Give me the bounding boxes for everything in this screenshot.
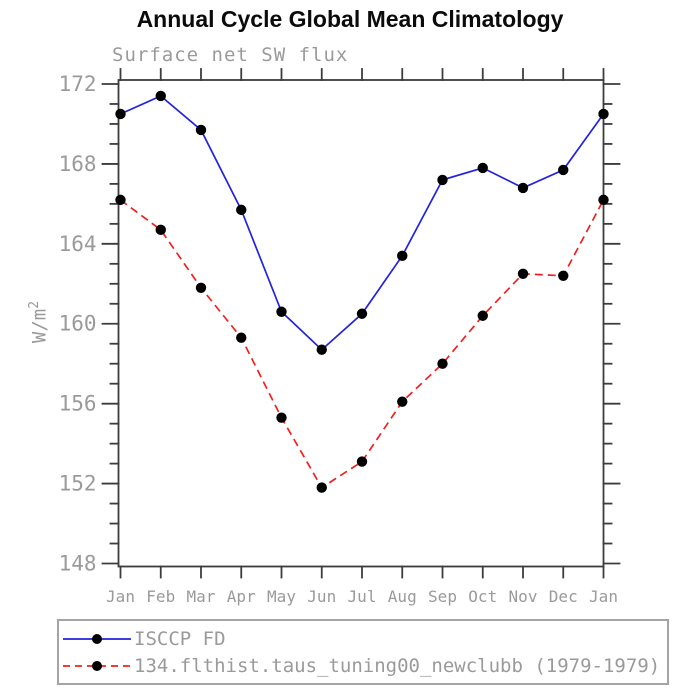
svg-text:172: 172 [59, 72, 97, 96]
svg-text:Feb: Feb [146, 587, 175, 606]
svg-text:Dec: Dec [549, 587, 578, 606]
svg-text:Jan: Jan [589, 587, 618, 606]
svg-text:Apr: Apr [227, 587, 256, 606]
y-tick-labels: 148 152 156 160 164 168 172 [59, 72, 97, 576]
legend-item-model-run: 134.flthist.taus_tuning00_newclubb (1979… [62, 653, 660, 679]
series-1 [115, 194, 609, 493]
svg-text:Jan: Jan [106, 587, 135, 606]
legend-item-isccp-fd: ISCCP FD [62, 626, 226, 652]
svg-text:Nov: Nov [509, 587, 538, 606]
legend-label: ISCCP FD [134, 628, 226, 650]
chart-subtitle: Surface net SW flux [112, 44, 349, 66]
legend-label: 134.flthist.taus_tuning00_newclubb (1979… [134, 655, 661, 677]
svg-text:168: 168 [59, 152, 97, 176]
svg-text:Oct: Oct [468, 587, 497, 606]
svg-text:156: 156 [59, 392, 97, 416]
axes [101, 68, 621, 579]
svg-text:164: 164 [59, 232, 97, 256]
svg-text:Mar: Mar [187, 587, 216, 606]
svg-text:148: 148 [59, 552, 97, 576]
legend-line-sample-dashed [63, 661, 131, 671]
legend-box: ISCCP FD 134.flthist.taus_tuning00_newcl… [57, 619, 669, 685]
svg-text:Jun: Jun [307, 587, 336, 606]
legend-line-sample-solid [63, 634, 131, 644]
svg-text:160: 160 [59, 312, 97, 336]
series-0 [115, 90, 609, 355]
svg-text:May: May [267, 587, 296, 606]
svg-text:152: 152 [59, 472, 97, 496]
svg-text:Jul: Jul [348, 587, 377, 606]
chart-title: Annual Cycle Global Mean Climatology [136, 6, 564, 32]
svg-text:Aug: Aug [388, 587, 417, 606]
x-tick-labels: Jan Feb Mar Apr May Jun Jul Aug Sep Oct Nov Dec Jan [106, 587, 618, 606]
svg-text:Sep: Sep [428, 587, 457, 606]
